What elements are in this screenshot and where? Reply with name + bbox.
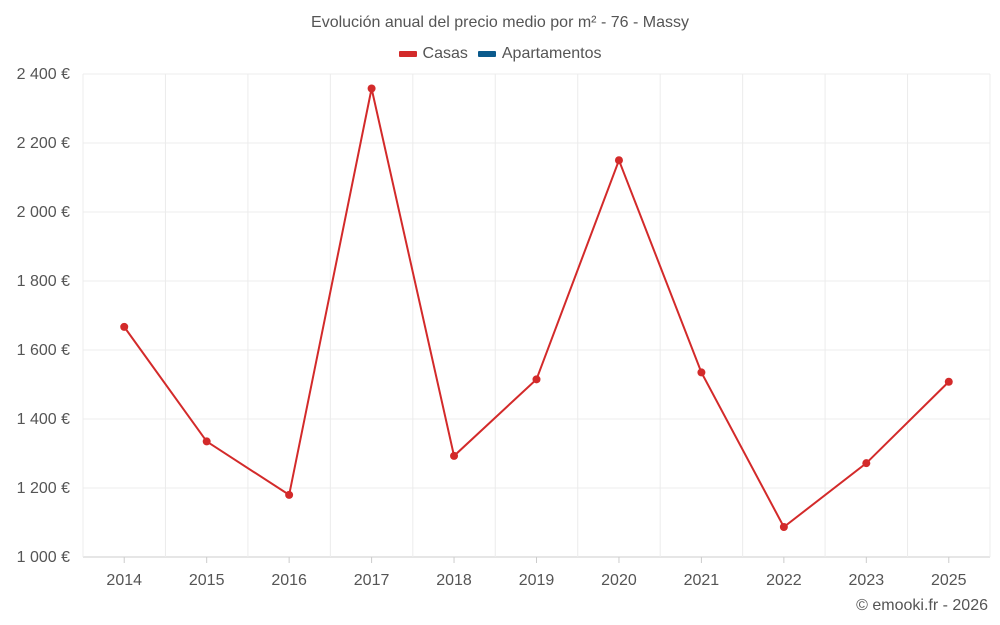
- legend-swatch-apartamentos: [477, 51, 496, 57]
- x-tick-label: 2017: [354, 572, 390, 589]
- data-point: [779, 522, 788, 531]
- y-tick-label: 1 600 €: [17, 342, 70, 359]
- data-point: [944, 377, 953, 386]
- data-point: [367, 84, 376, 93]
- x-tick-label: 2018: [436, 572, 472, 589]
- x-tick-label: 2020: [601, 572, 637, 589]
- data-point: [120, 322, 129, 331]
- x-tick-label: 2021: [684, 572, 720, 589]
- y-tick-label: 2 400 €: [17, 66, 70, 83]
- x-tick-label: 2025: [931, 572, 967, 589]
- data-point: [532, 375, 541, 384]
- legend-label-apartamentos: Apartamentos: [501, 45, 602, 62]
- y-tick-label: 1 800 €: [17, 273, 70, 290]
- y-tick-label: 1 200 €: [17, 480, 70, 497]
- x-tick-label: 2016: [271, 572, 307, 589]
- chart-title: Evolución anual del precio medio por m² …: [311, 14, 689, 31]
- x-tick-label: 2014: [106, 572, 142, 589]
- x-tick-label: 2022: [766, 572, 802, 589]
- credit-text: © emooki.fr - 2026: [856, 597, 988, 614]
- data-point: [862, 459, 871, 468]
- legend-item-apartamentos[interactable]: Apartamentos: [477, 45, 602, 63]
- x-tick-label: 2023: [849, 572, 885, 589]
- data-point: [614, 156, 623, 165]
- legend: Casas Apartamentos: [0, 45, 1000, 63]
- legend-label-casas: Casas: [422, 45, 468, 62]
- data-point: [697, 368, 706, 377]
- y-tick-label: 2 200 €: [17, 135, 70, 152]
- y-tick-label: 1 000 €: [17, 549, 70, 566]
- legend-swatch-casas: [398, 51, 417, 57]
- y-tick-label: 2 000 €: [17, 204, 70, 221]
- y-tick-label: 1 400 €: [17, 411, 70, 428]
- x-tick-label: 2015: [189, 572, 225, 589]
- data-point: [285, 490, 294, 499]
- data-point: [202, 437, 211, 446]
- legend-item-casas[interactable]: Casas: [398, 45, 468, 63]
- x-tick-label: 2019: [519, 572, 555, 589]
- data-point: [450, 451, 459, 460]
